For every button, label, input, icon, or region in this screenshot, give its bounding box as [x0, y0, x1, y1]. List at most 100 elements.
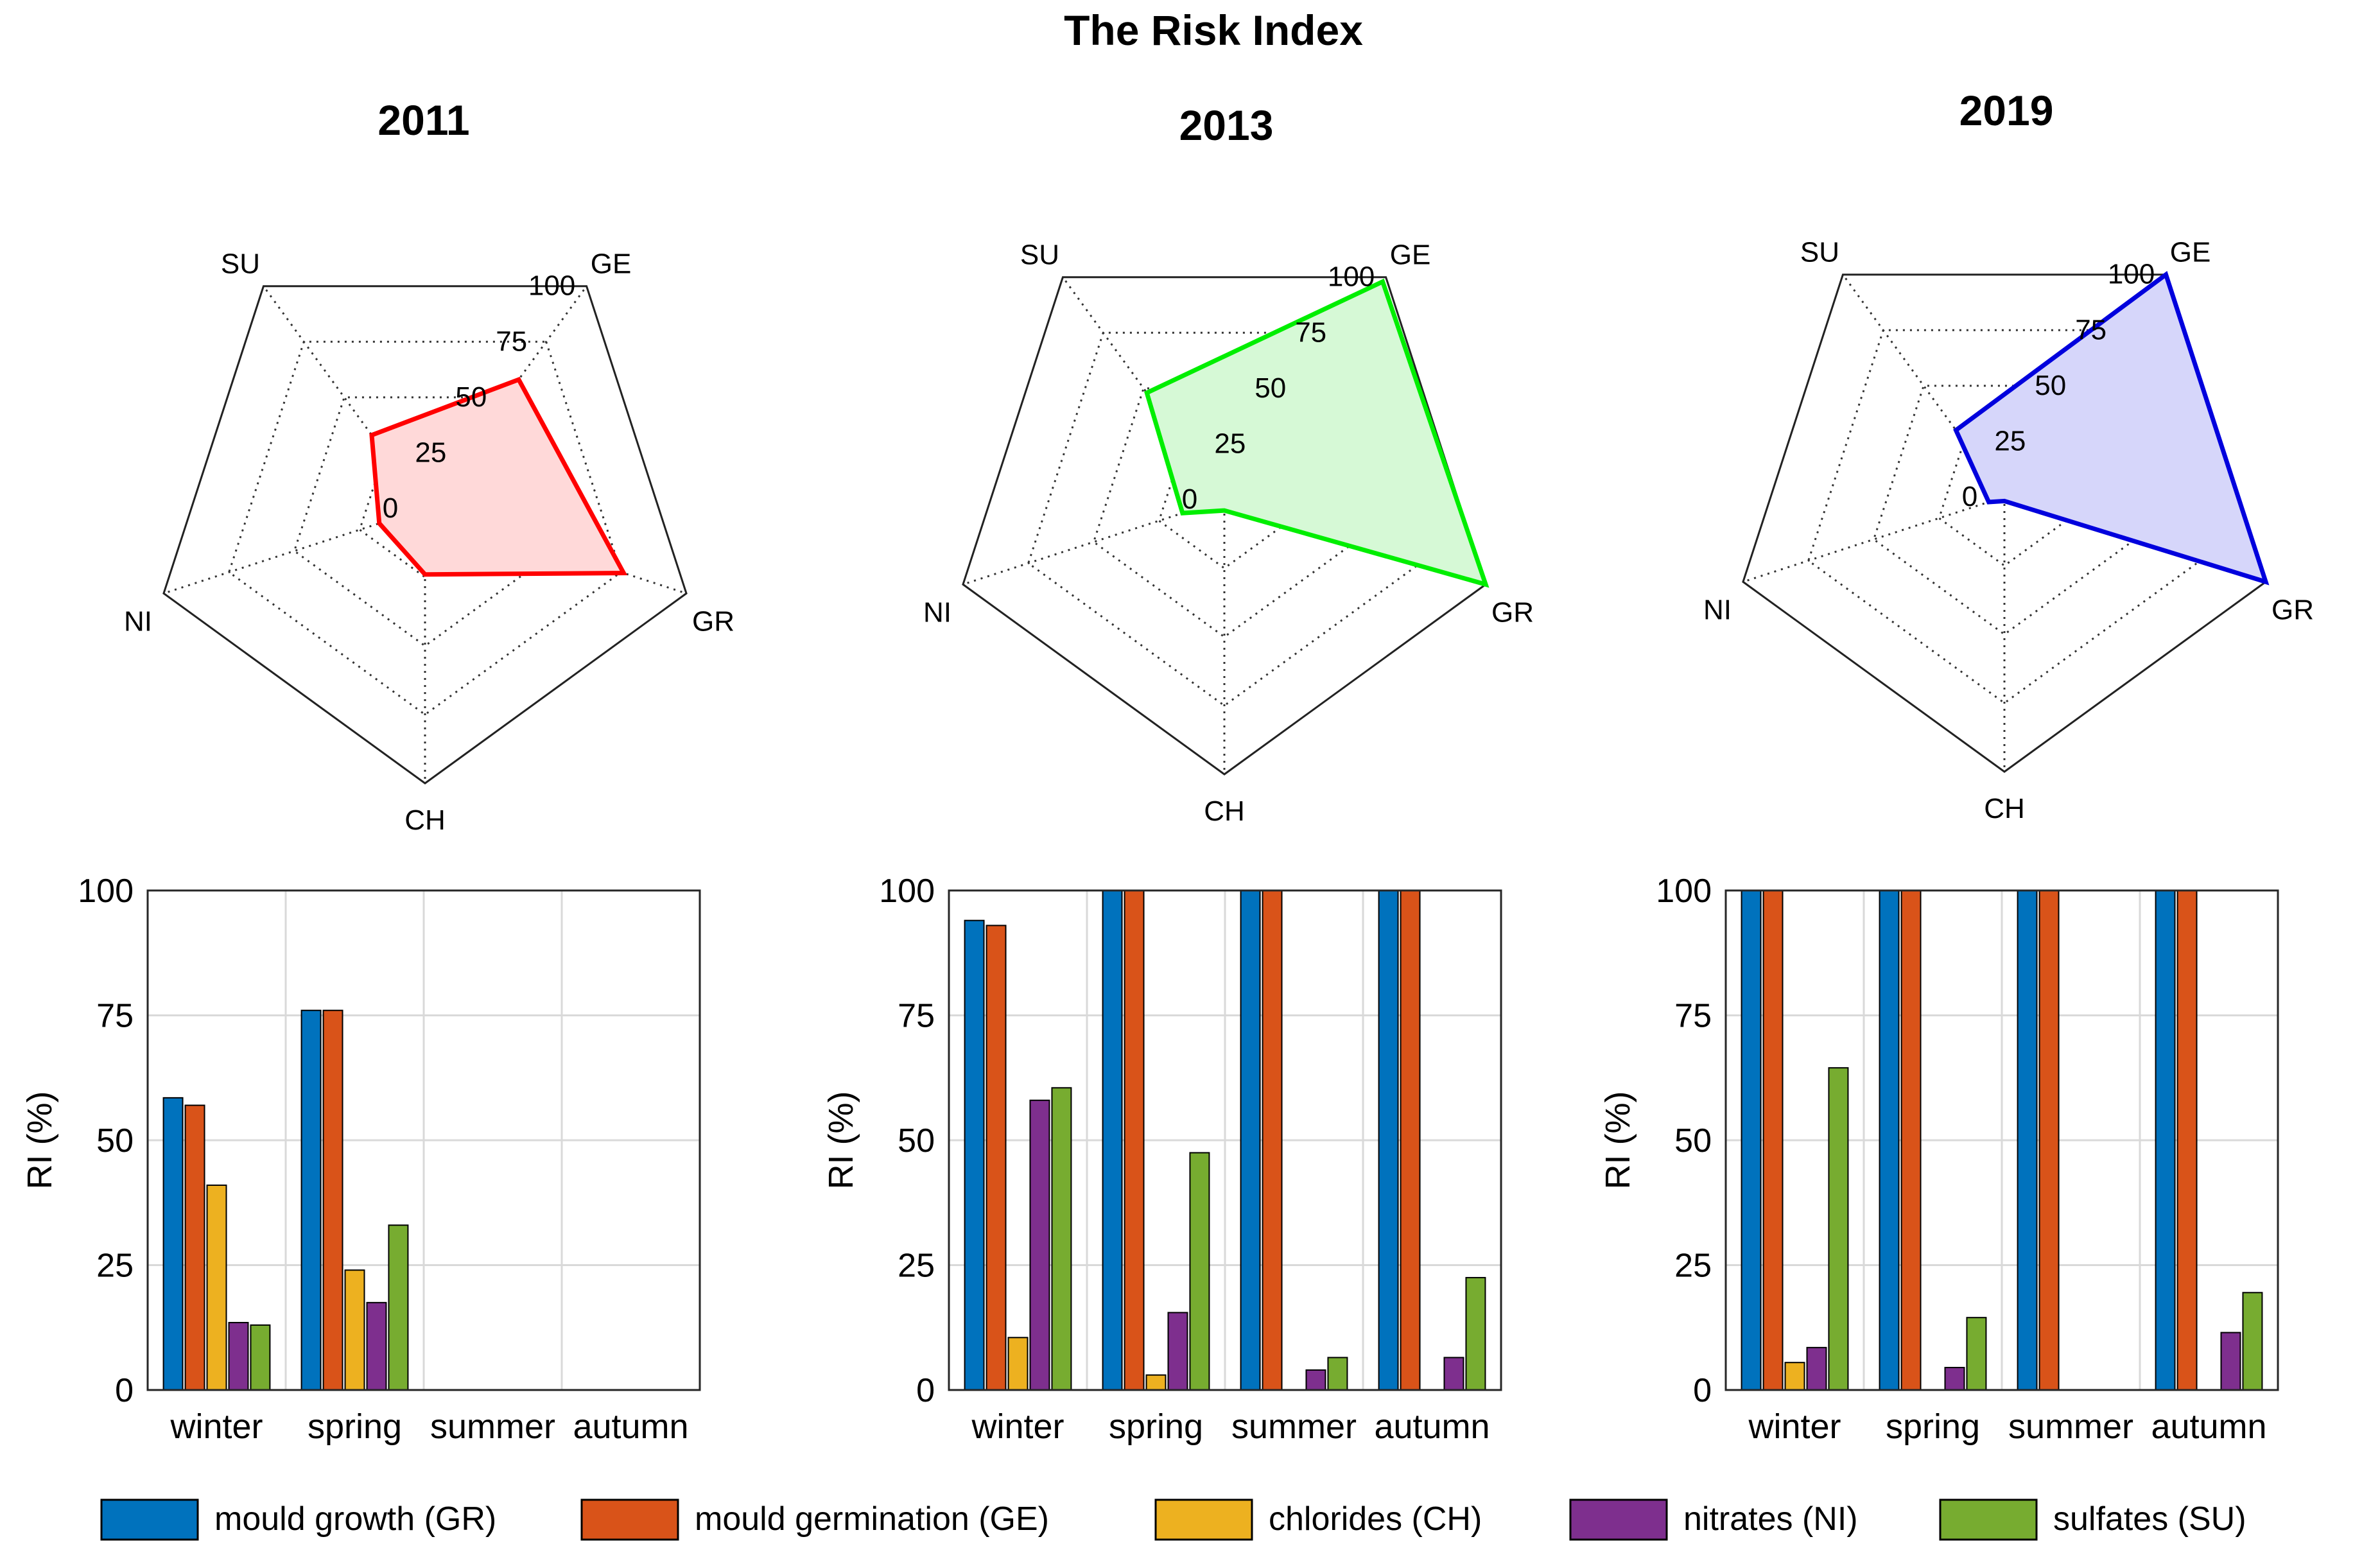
radar-data-line	[369, 376, 628, 577]
radar-title: 2011	[378, 96, 469, 144]
bar-autumn-3	[2220, 1332, 2241, 1391]
bar-winter-2	[206, 1185, 227, 1391]
bar-spring-4	[1966, 1317, 1987, 1391]
bar-summer-1	[2038, 890, 2060, 1391]
bar-spring-3	[1944, 1366, 1965, 1391]
radar-ring-label: 75	[1295, 317, 1326, 348]
bar-winter-3	[1029, 1099, 1050, 1391]
x-tick-label: spring	[308, 1407, 402, 1446]
legend-swatch-4	[1939, 1499, 2038, 1541]
y-tick-label: 50	[898, 1122, 935, 1160]
bar-autumn-0	[1378, 890, 1399, 1391]
legend-swatch-3	[1569, 1499, 1668, 1541]
radar-ring-label: 100	[2108, 259, 2155, 290]
y-tick-label: 0	[916, 1372, 935, 1409]
bar-winter-2	[1784, 1362, 1805, 1391]
legend-label-4: sulfates (SU)	[2053, 1500, 2246, 1538]
x-tick-label: spring	[1109, 1407, 1203, 1446]
radar-axis-label-NI: NI	[124, 605, 152, 637]
figure-title: The Risk Index	[1064, 6, 1363, 54]
y-tick-label: 100	[879, 873, 935, 910]
bar-winter-4	[1828, 1067, 1849, 1391]
radar-axis-label-CH: CH	[1984, 793, 2025, 824]
radar-axis-label-SU: SU	[1020, 239, 1059, 271]
legend-label-3: nitrates (NI)	[1683, 1500, 1858, 1538]
x-tick-label: autumn	[573, 1407, 688, 1446]
radar-data-fill	[371, 379, 624, 575]
legend-label-1: mould germination (GE)	[695, 1500, 1049, 1538]
bar-summer-3	[1305, 1369, 1326, 1391]
radar-axis-label-NI: NI	[1703, 594, 1732, 625]
x-tick-label: winter	[169, 1407, 263, 1446]
bar-autumn-4	[1465, 1276, 1486, 1391]
y-tick-label: 25	[1674, 1247, 1712, 1285]
bar-winter-4	[1051, 1087, 1072, 1391]
bar-autumn-4	[2242, 1292, 2263, 1391]
radar-data-fill	[1147, 281, 1486, 585]
radar-axis-label-NI: NI	[923, 596, 951, 628]
y-tick-label: 0	[1693, 1372, 1712, 1409]
radar-data-fill	[1956, 274, 2266, 582]
radar-ring-label: 50	[455, 381, 487, 413]
radar-ring-label: 0	[1962, 481, 1977, 512]
y-tick-label: 100	[78, 873, 134, 910]
radar-axis-label-GE: GE	[591, 248, 632, 280]
legend-label-0: mould growth (GR)	[214, 1500, 496, 1538]
radar-ring-label: 25	[1214, 428, 1246, 459]
y-axis-label: RI (%)	[21, 1091, 59, 1190]
x-tick-label: autumn	[1374, 1407, 1490, 1446]
bar-winter-1	[986, 925, 1007, 1391]
legend-swatch-2	[1154, 1499, 1253, 1541]
bar-spring-3	[366, 1301, 387, 1391]
legend: mould growth (GR) mould germination (GE) c…	[100, 1499, 2246, 1541]
bar-winter-0	[162, 1097, 184, 1391]
x-tick-label: summer	[1231, 1407, 1357, 1446]
x-tick-label: winter	[971, 1407, 1064, 1446]
radar-title: 2019	[1959, 87, 2054, 134]
y-tick-label: 75	[96, 998, 134, 1035]
bar-winter-3	[228, 1321, 249, 1391]
x-tick-label: autumn	[2151, 1407, 2266, 1446]
bar-spring-4	[1189, 1152, 1210, 1391]
radar-ring-label: 75	[2075, 314, 2106, 345]
bar-chart: 0 25 50 75 100 winter spring summer autumn RI (%)	[21, 873, 701, 1446]
y-tick-label: 75	[1674, 998, 1712, 1035]
y-tick-label: 50	[96, 1122, 134, 1160]
bar-winter-2	[1007, 1337, 1029, 1391]
radar-ring-label: 100	[1328, 261, 1375, 293]
y-axis-label: RI (%)	[1599, 1091, 1637, 1190]
x-tick-label: winter	[1748, 1407, 1841, 1446]
bar-axes-frame	[948, 889, 1502, 1391]
radar-title: 2013	[1179, 101, 1274, 149]
radar-axis-label-GR: GR	[692, 605, 734, 637]
bar-winter-1	[1762, 890, 1784, 1391]
y-axis-label: RI (%)	[822, 1091, 860, 1190]
bar-winter-0	[964, 919, 985, 1391]
bar-autumn-1	[2176, 890, 2198, 1391]
bar-summer-0	[2017, 890, 2038, 1391]
bar-axes-frame	[146, 889, 701, 1391]
radar-ring-label: 75	[496, 326, 527, 357]
radar-ring-label: 25	[415, 437, 446, 468]
radar-ring-label: 50	[2035, 370, 2066, 401]
bar-winter-3	[1806, 1346, 1827, 1391]
y-tick-label: 25	[898, 1247, 935, 1285]
bar-summer-0	[1240, 890, 1261, 1391]
bar-spring-0	[1102, 890, 1123, 1391]
bar-winter-1	[184, 1104, 205, 1391]
radar-axis-label-SU: SU	[1800, 237, 1839, 268]
radar-ring-label: 100	[528, 270, 575, 302]
bar-chart: 0 25 50 75 100 winter spring summer autumn RI (%)	[1599, 873, 2279, 1446]
legend-swatch-1	[580, 1499, 679, 1541]
bar-autumn-1	[1400, 890, 1421, 1391]
radar-axis-label-SU: SU	[221, 248, 260, 280]
radar-axis-label-CH: CH	[1204, 795, 1245, 827]
legend-swatch-0	[100, 1499, 199, 1541]
bar-spring-0	[1879, 890, 1900, 1391]
radar-axis-label-GR: GR	[1491, 596, 1534, 628]
radar-ring-label: 25	[1994, 425, 2026, 456]
radar-axis-label-GR: GR	[2271, 594, 2314, 625]
